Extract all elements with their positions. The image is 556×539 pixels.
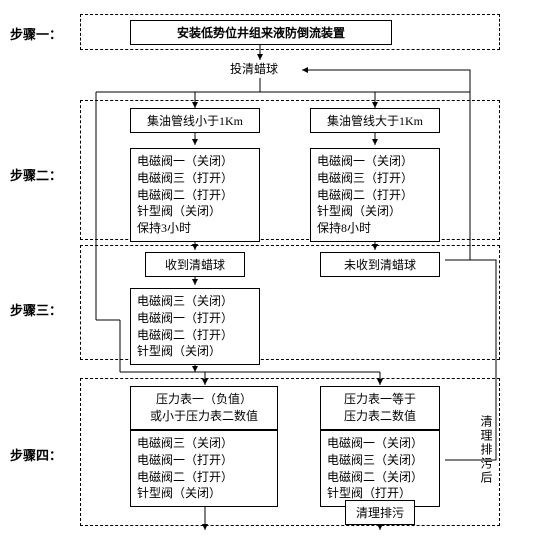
pipe-gt-box: 集油管线大于1Km — [310, 108, 440, 133]
vr-l5: 保持8小时 — [317, 220, 433, 237]
s3-l4: 针型阀（关闭） — [137, 343, 253, 360]
b4r-l3: 电磁阀二（关闭） — [327, 469, 433, 486]
step3-box: 电磁阀三（关闭） 电磁阀一（打开） 电磁阀二（打开） 针型阀（关闭） — [130, 288, 260, 365]
pl-t2: 或小于压力表二数值 — [137, 408, 271, 425]
wax-ball-label: 投清蜡球 — [230, 60, 278, 77]
drain-box: 清理排污 — [345, 500, 415, 525]
b4l-l4: 针型阀（关闭） — [137, 485, 271, 502]
vr-l4: 针型阀（关闭） — [317, 203, 433, 220]
box4-right: 电磁阀一（关闭） 电磁阀三（关闭） 电磁阀二（关闭） 针型阀（打开） — [320, 430, 440, 507]
b4l-l2: 电磁阀一（打开） — [137, 452, 271, 469]
step-3-label: 步骤三： — [10, 300, 62, 319]
b4l-l3: 电磁阀二（打开） — [137, 469, 271, 486]
vl-l2: 电磁阀三（打开） — [137, 170, 253, 187]
vr-l2: 电磁阀三（打开） — [317, 170, 433, 187]
recv-yes-box: 收到清蜡球 — [145, 252, 245, 277]
valve-right-box: 电磁阀一（关闭） 电磁阀三（打开） 电磁阀二（打开） 针型阀（关闭） 保持8小时 — [310, 148, 440, 242]
b4l-l1: 电磁阀三（关闭） — [137, 435, 271, 452]
recv-no-box: 未收到清蜡球 — [320, 252, 440, 277]
vr-l3: 电磁阀二（打开） — [317, 187, 433, 204]
vl-l5: 保持3小时 — [137, 220, 253, 237]
pressure-left-box: 压力表一（负值） 或小于压力表二数值 — [130, 386, 278, 430]
s3-l3: 电磁阀二（打开） — [137, 327, 253, 344]
step-4-label: 步骤四： — [10, 445, 62, 464]
vl-l3: 电磁阀二（打开） — [137, 187, 253, 204]
vl-l4: 针型阀（关闭） — [137, 203, 253, 220]
vr-l1: 电磁阀一（关闭） — [317, 153, 433, 170]
valve-left-box: 电磁阀一（关闭） 电磁阀三（打开） 电磁阀二（打开） 针型阀（关闭） 保持3小时 — [130, 148, 260, 242]
pr-t1: 压力表一等于 — [327, 391, 433, 408]
pressure-right-box: 压力表一等于 压力表二数值 — [320, 386, 440, 430]
s3-l1: 电磁阀三（关闭） — [137, 293, 253, 310]
b4r-l2: 电磁阀三（关闭） — [327, 452, 433, 469]
pl-t1: 压力表一（负值） — [137, 391, 271, 408]
s3-l2: 电磁阀一（打开） — [137, 310, 253, 327]
step-1-label: 步骤一： — [10, 24, 62, 43]
pr-t2: 压力表二数值 — [327, 408, 433, 425]
step-2-label: 步骤二： — [10, 165, 62, 184]
b4r-l1: 电磁阀一（关闭） — [327, 435, 433, 452]
title-box: 安装低势位井组来液防倒流装置 — [130, 20, 392, 45]
vl-l1: 电磁阀一（关闭） — [137, 153, 253, 170]
pipe-lt-box: 集油管线小于1Km — [130, 108, 260, 133]
side-label: 清理排污后 — [478, 415, 495, 485]
box4-left: 电磁阀三（关闭） 电磁阀一（打开） 电磁阀二（打开） 针型阀（关闭） — [130, 430, 278, 507]
